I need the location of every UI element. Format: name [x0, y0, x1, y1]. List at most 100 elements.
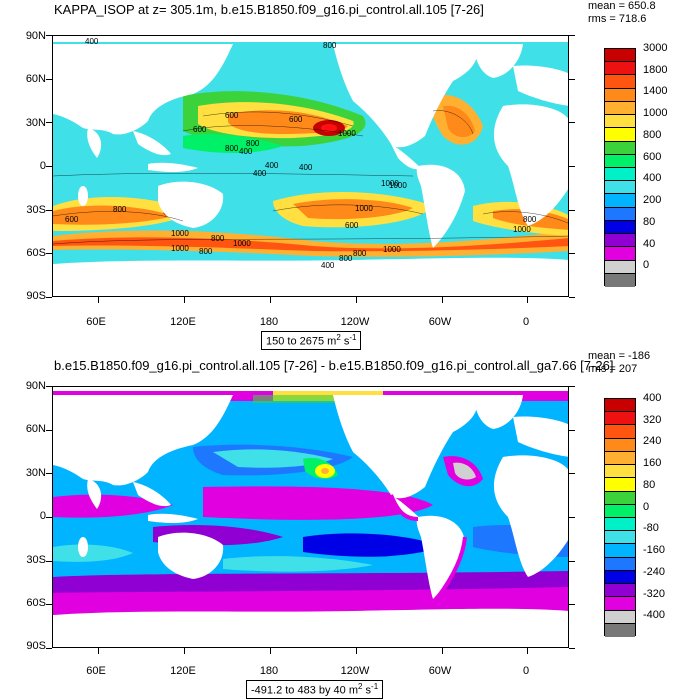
range-unit-sup2: -1	[371, 682, 379, 691]
axis-tick	[46, 78, 52, 80]
colorbar-swatch	[605, 260, 635, 274]
range-unit-sup2: -1	[349, 333, 357, 342]
colorbar	[604, 398, 636, 637]
axis-tick	[270, 648, 271, 654]
axis-tick	[46, 648, 52, 649]
panel-title: KAPPA_ISOP at z= 305.1m, b.e15.B1850.f09…	[54, 2, 484, 17]
colorbar-swatch	[605, 465, 635, 479]
range-box: 150 to 2675 m2 s-1	[261, 331, 362, 350]
colorbar-swatch	[605, 584, 635, 598]
lat-label: 60S	[26, 247, 46, 259]
contour-label: 1000	[389, 181, 407, 190]
range-unit-sup: 2	[358, 682, 363, 691]
colorbar-label: 800	[643, 128, 662, 141]
axis-tick	[569, 209, 575, 211]
colorbar-label: 0	[643, 500, 650, 513]
contour-label: 800	[339, 254, 353, 263]
contour-label: 1000	[338, 129, 356, 138]
lat-label: 60N	[25, 73, 46, 85]
contour-label: 800	[246, 139, 260, 148]
colorbar-swatch	[605, 154, 635, 168]
range-box: -491.2 to 483 by 40 m2 s-1	[246, 680, 384, 699]
axis-tick	[569, 429, 575, 431]
axis-tick	[569, 517, 575, 518]
axis-tick	[527, 297, 528, 303]
contour-label: 1000	[355, 204, 373, 213]
stats: mean = -186 rms = 207	[588, 350, 650, 376]
lat-label: 0	[39, 160, 46, 172]
axis-tick	[270, 297, 271, 303]
lat-label: 30N	[25, 117, 46, 129]
axis-tick	[184, 648, 185, 654]
axis-tick	[46, 166, 52, 167]
colorbar-label: 1800	[643, 63, 668, 76]
axis-tick	[569, 122, 575, 124]
colorbar-swatch	[605, 438, 635, 452]
colorbar-swatch	[605, 623, 635, 637]
range-unit-tail: s	[362, 684, 372, 697]
difference-field-map	[53, 387, 568, 647]
colorbar-swatch	[605, 128, 635, 142]
colorbar-swatch	[605, 101, 635, 116]
axis-tick	[527, 648, 528, 654]
axis-tick	[569, 78, 575, 80]
rms-value: rms = 207	[588, 363, 638, 375]
axis-tick	[46, 209, 52, 211]
contour-label: 800	[353, 249, 367, 258]
colorbar-swatch	[605, 425, 635, 439]
colorbar-label: 80	[643, 478, 656, 491]
colorbar-swatch	[605, 273, 635, 287]
lon-label: 120W	[340, 665, 370, 677]
contour-label: 800	[211, 234, 225, 243]
axis-tick	[184, 297, 185, 303]
contour-label: 1000	[233, 239, 251, 248]
lon-label: 0	[522, 316, 530, 328]
colorbar-label: 40	[643, 237, 656, 250]
axis-tick	[569, 604, 575, 606]
range-text: 150 to 2675 m	[266, 335, 337, 348]
range-unit-tail: s	[340, 335, 350, 348]
colorbar-label: 400	[643, 392, 662, 404]
mean-value: mean = -186	[588, 350, 651, 362]
colorbar-swatch	[605, 557, 635, 571]
lat-label: 90N	[25, 380, 46, 392]
colorbar-swatch	[605, 610, 635, 624]
lat-label: 60N	[25, 423, 46, 435]
colorbar-swatch	[605, 88, 635, 102]
axis-tick	[98, 648, 99, 654]
colorbar-label: 600	[643, 150, 662, 163]
stats: mean = 650.8 rms = 718.6	[588, 0, 656, 26]
contour-label: 400	[85, 37, 99, 46]
colorbar-label: 160	[643, 457, 662, 470]
colorbar-swatch	[605, 597, 635, 611]
difference-panel: b.e15.B1850.f09_g16.pi_control.all.105 […	[0, 350, 700, 700]
axis-tick	[442, 648, 443, 654]
axis-tick	[46, 473, 52, 475]
colorbar-label: 240	[643, 435, 662, 448]
contour-label: 800	[523, 215, 537, 224]
lon-label: 60W	[428, 665, 452, 677]
kappa-isop-panel: KAPPA_ISOP at z= 305.1m, b.e15.B1850.f09…	[25, 0, 668, 350]
lat-label: 90S	[26, 290, 46, 302]
axis-tick	[46, 429, 52, 431]
axis-tick	[569, 473, 575, 475]
contour-label: 600	[345, 221, 359, 230]
colorbar-swatch	[605, 570, 635, 585]
lon-label: 60E	[86, 316, 106, 328]
contour-label: 400	[299, 163, 313, 172]
map-plot: 400 800 600 600 1000 600 800 400 800 400…	[52, 35, 569, 297]
colorbar-swatch	[605, 504, 635, 518]
rms-value: rms = 718.6	[588, 13, 647, 25]
contour-label: 400	[239, 147, 253, 156]
colorbar-swatch	[605, 478, 635, 492]
contour-label: 1000	[171, 244, 189, 253]
colorbar-swatch	[605, 451, 635, 466]
contour-label: 400	[253, 169, 267, 178]
colorbar	[604, 48, 636, 287]
axis-tick	[98, 297, 99, 303]
axis-tick	[569, 166, 575, 167]
contour-label: 600	[225, 111, 239, 120]
colorbar-label: 1400	[643, 85, 668, 98]
lat-label: 0	[39, 510, 46, 522]
contour-label: 1000	[383, 245, 401, 254]
